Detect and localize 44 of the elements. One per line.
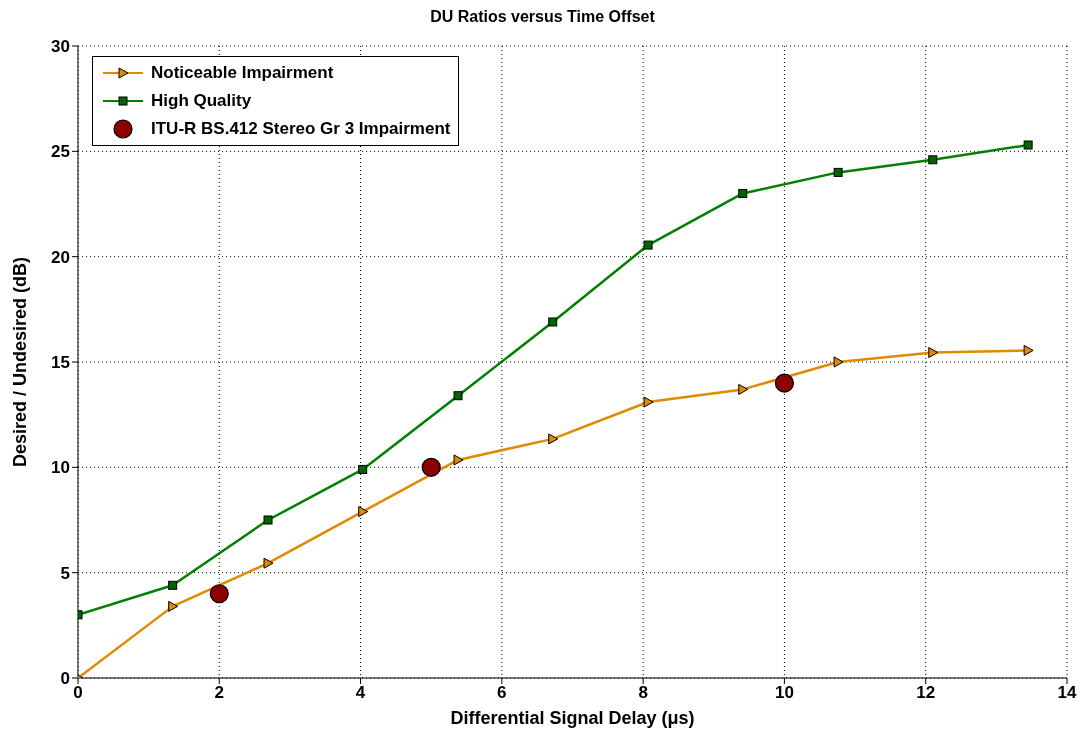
- point: [168, 600, 179, 612]
- point: [1023, 140, 1033, 150]
- x-tick-label: 12: [916, 683, 936, 703]
- point: [358, 464, 368, 474]
- point: [263, 557, 274, 569]
- point: [774, 373, 795, 393]
- point: [833, 167, 843, 177]
- point: [928, 155, 938, 165]
- point: [928, 347, 939, 359]
- point: [453, 454, 464, 466]
- y-tick-label: 20: [51, 247, 70, 267]
- x-tick-label: 4: [355, 683, 366, 703]
- y-tick-label: 15: [51, 353, 70, 373]
- point: [453, 391, 463, 401]
- y-axis-title: Desired / Undesired (dB): [10, 256, 31, 468]
- y-tick-label: 0: [60, 669, 70, 689]
- point: [421, 457, 441, 477]
- x-axis-title: Differential Signal Delay (μs): [450, 708, 695, 728]
- x-tick-label: 8: [638, 683, 648, 703]
- y-tick-label: 30: [51, 37, 70, 57]
- point: [548, 433, 559, 445]
- point: [643, 240, 653, 250]
- x-tick-label: 6: [497, 683, 507, 703]
- legend-label: High Quality: [151, 91, 252, 111]
- x-tick-label: 10: [774, 683, 794, 703]
- y-tick-label: 25: [51, 142, 70, 162]
- x-tick-label: 14: [1057, 683, 1077, 703]
- point: [358, 506, 369, 518]
- y-tick-label: 10: [51, 458, 70, 478]
- point: [263, 515, 273, 525]
- y-tick-label: 5: [60, 563, 70, 583]
- x-tick-label: 2: [214, 683, 225, 703]
- point: [833, 356, 844, 368]
- legend-label: Noticeable Impairment: [151, 63, 334, 83]
- chart-title: DU Ratios versus Time Offset: [429, 8, 656, 27]
- point: [643, 396, 654, 408]
- legend-label: ITU-R BS.412 Stereo Gr 3 Impairment: [151, 119, 451, 139]
- point: [548, 317, 558, 327]
- point: [209, 584, 229, 604]
- point: [1023, 344, 1034, 356]
- point: [738, 383, 749, 395]
- x-tick-label: 0: [73, 683, 83, 703]
- point: [738, 188, 748, 198]
- point: [168, 580, 178, 590]
